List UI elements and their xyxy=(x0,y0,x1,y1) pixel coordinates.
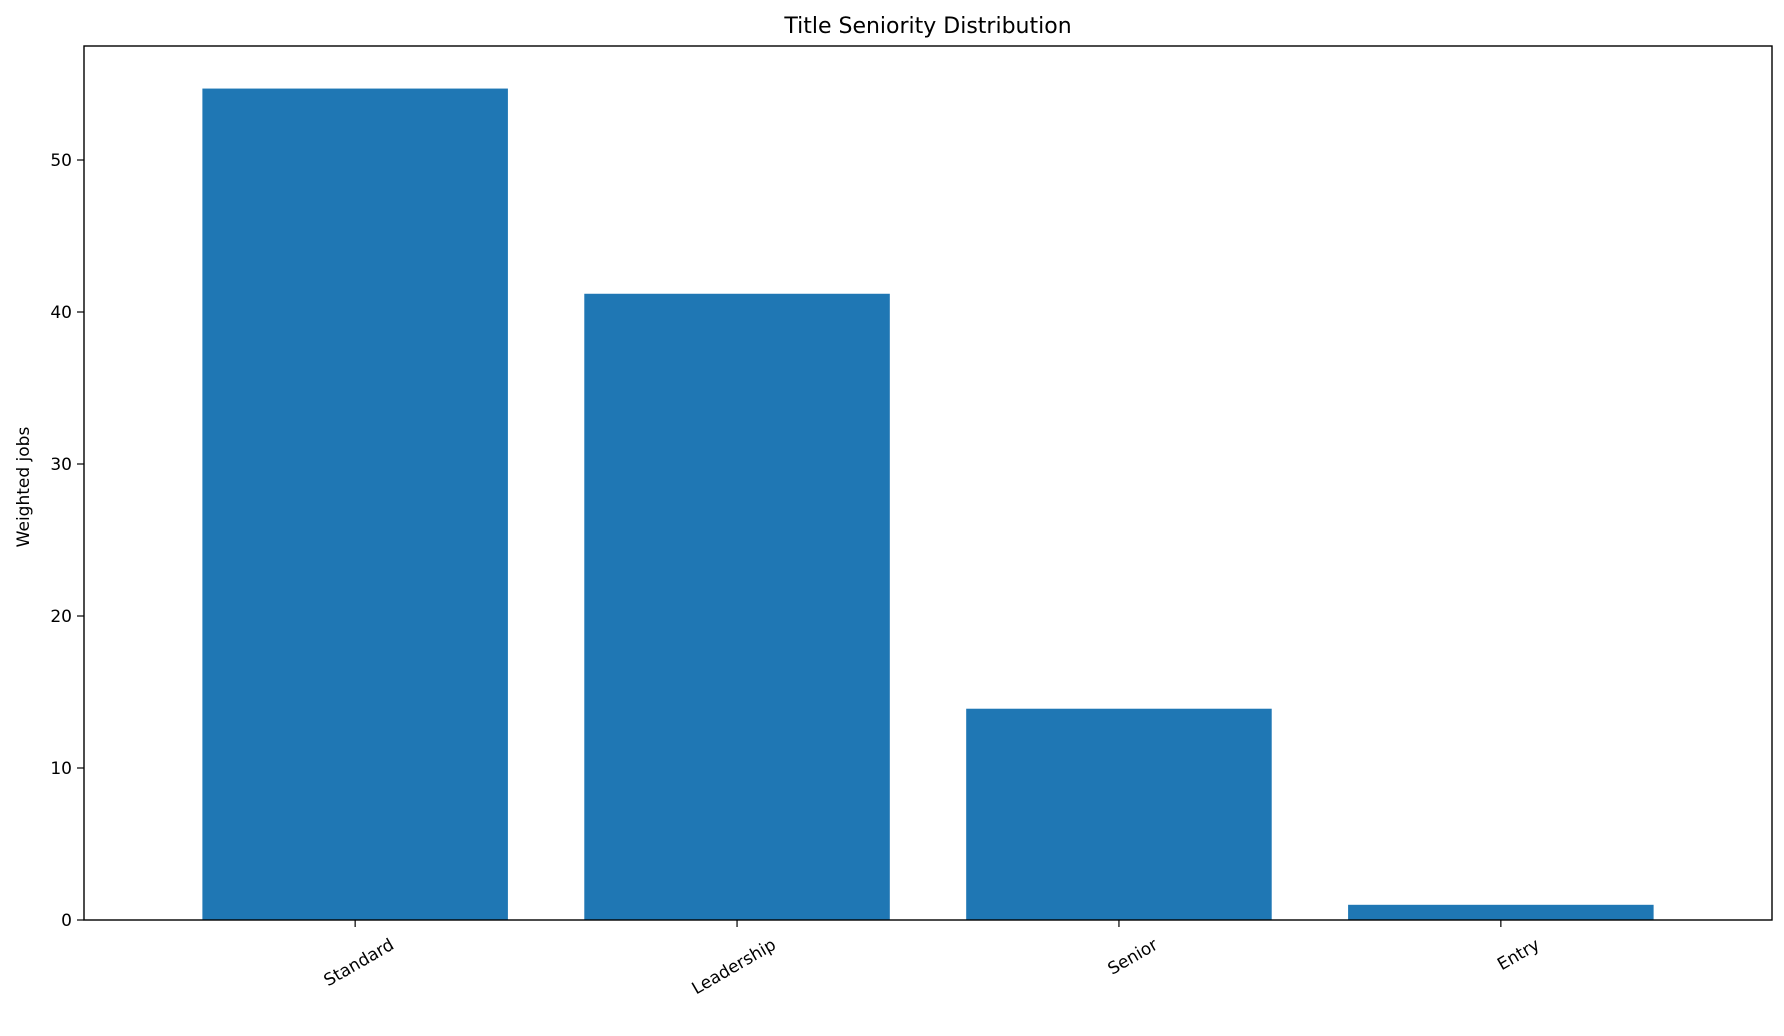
bar-entry xyxy=(1348,904,1654,920)
chart-title: Title Seniority Distribution xyxy=(783,14,1071,39)
y-tick-label: 30 xyxy=(50,455,72,475)
x-tick-label: Leadership xyxy=(689,935,780,999)
bar-leadership xyxy=(584,293,890,920)
x-tick-label: Entry xyxy=(1494,935,1543,975)
y-tick-label: 50 xyxy=(50,151,72,171)
y-tick-label: 20 xyxy=(50,607,72,627)
x-tick-label: Standard xyxy=(321,935,398,991)
x-tick-label: Senior xyxy=(1105,935,1162,979)
bars-layer xyxy=(202,88,1654,920)
y-axis-ticks: 0 10 20 30 40 50 xyxy=(50,151,84,931)
x-axis-ticks: Standard Leadership Senior Entry xyxy=(321,920,1543,999)
y-axis-label: Weighted jobs xyxy=(14,427,34,548)
bar-senior xyxy=(966,708,1272,920)
y-tick-label: 40 xyxy=(50,303,72,323)
bar-standard xyxy=(202,88,508,920)
y-tick-label: 10 xyxy=(50,759,72,779)
y-tick-label: 0 xyxy=(61,911,72,931)
plot-frame xyxy=(83,45,1773,921)
